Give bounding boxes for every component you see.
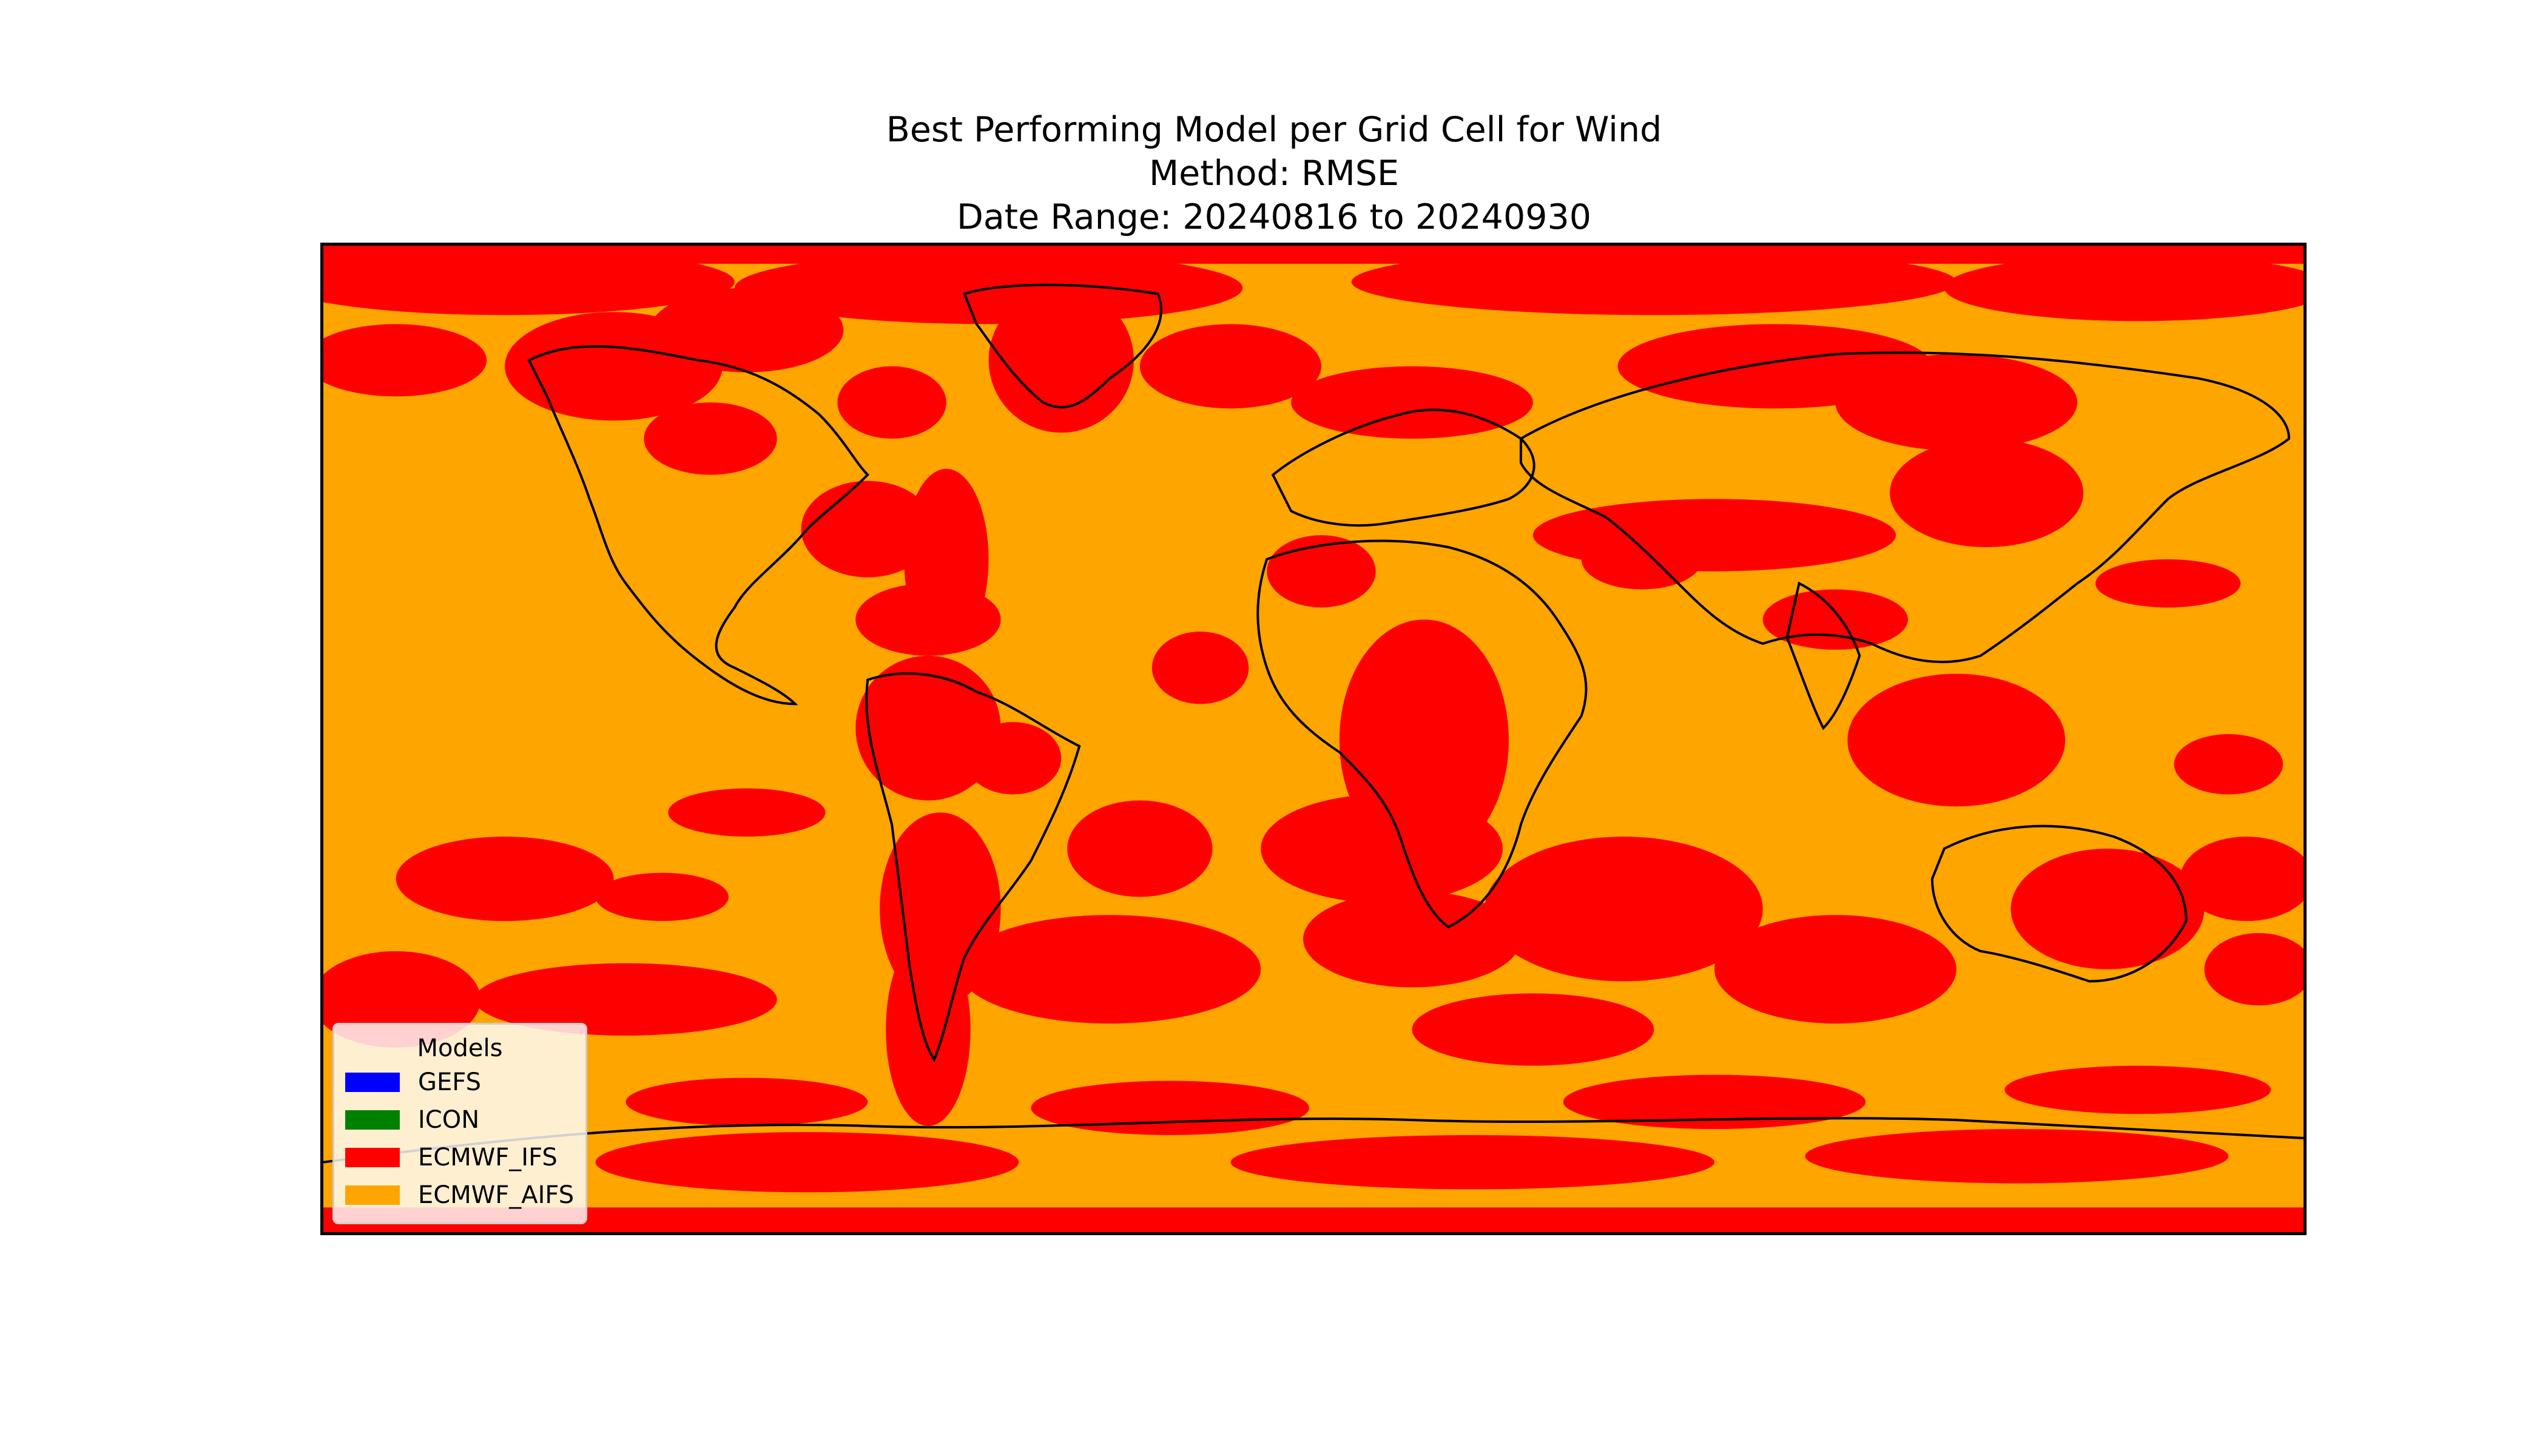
legend-title: Models [417, 1034, 503, 1062]
title-line-2: Method: RMSE [1148, 153, 1400, 194]
legend-label-gefs: GEFS [418, 1068, 481, 1096]
legend-label-icon: ICON [418, 1106, 480, 1134]
legend-item-ecmwf-ifs: ECMWF_IFS [345, 1142, 558, 1173]
world-map [323, 246, 2304, 1232]
legend-swatch-icon [345, 1110, 400, 1130]
legend-swatch-ecmwf-ifs [345, 1148, 400, 1167]
coastlines [323, 283, 2304, 1164]
legend-label-ecmwf-aifs: ECMWF_AIFS [418, 1181, 575, 1209]
legend-item-gefs: GEFS [345, 1067, 481, 1097]
title-line-3: Date Range: 20240816 to 20240930 [956, 197, 1592, 237]
legend-swatch-ecmwf-aifs [345, 1185, 400, 1205]
ecmwf-ifs-regions [323, 246, 2304, 1232]
legend-swatch-gefs [345, 1073, 400, 1092]
legend: Models GEFS ICON ECMWF_IFS ECMWF_AIFS [332, 1023, 587, 1224]
chart-title: Best Performing Model per Grid Cell for … [0, 108, 2548, 239]
map-panel [320, 243, 2307, 1235]
legend-item-icon: ICON [345, 1105, 479, 1135]
legend-label-ecmwf-ifs: ECMWF_IFS [418, 1144, 558, 1171]
title-line-1: Best Performing Model per Grid Cell for … [886, 110, 1662, 150]
legend-item-ecmwf-aifs: ECMWF_AIFS [345, 1180, 574, 1210]
